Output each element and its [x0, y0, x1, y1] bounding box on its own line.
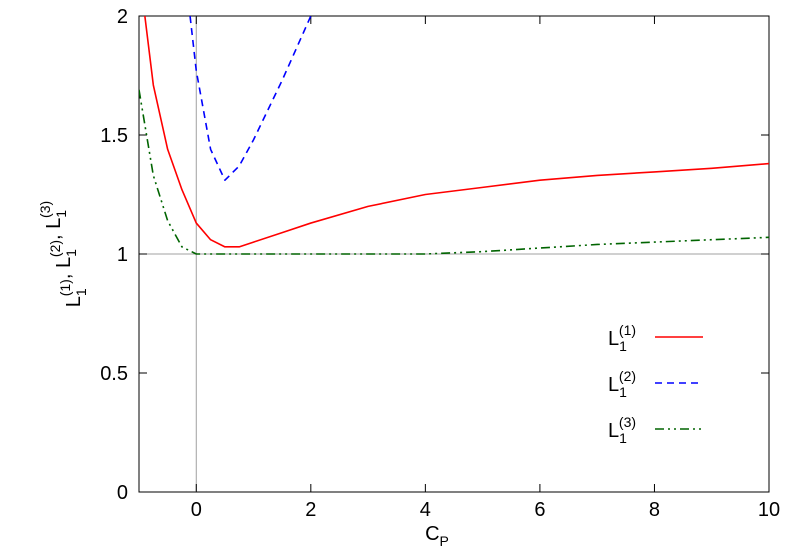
- x-tick-label: 6: [534, 499, 545, 521]
- x-axis-label: CP: [425, 523, 449, 549]
- legend-label: L1(3): [608, 414, 636, 446]
- legend-label: L1(1): [608, 322, 636, 354]
- x-tick-label: 0: [191, 499, 202, 521]
- y-tick-label: 2: [117, 6, 128, 28]
- data-line: [139, 89, 769, 255]
- y-tick-label: 0.5: [100, 363, 128, 385]
- y-tick-label: 1: [117, 244, 128, 266]
- y-tick-label: 1.5: [100, 125, 128, 147]
- y-axis-label: L1(1), L1(2), L1(3): [37, 201, 89, 307]
- x-tick-label: 8: [649, 499, 660, 521]
- y-tick-label: 0: [117, 482, 128, 504]
- x-tick-label: 2: [305, 499, 316, 521]
- x-tick-label: 10: [758, 499, 780, 521]
- legend-label: L1(2): [608, 368, 636, 400]
- data-line: [144, 16, 769, 248]
- data-line: [189, 16, 312, 182]
- x-tick-label: 4: [420, 499, 431, 521]
